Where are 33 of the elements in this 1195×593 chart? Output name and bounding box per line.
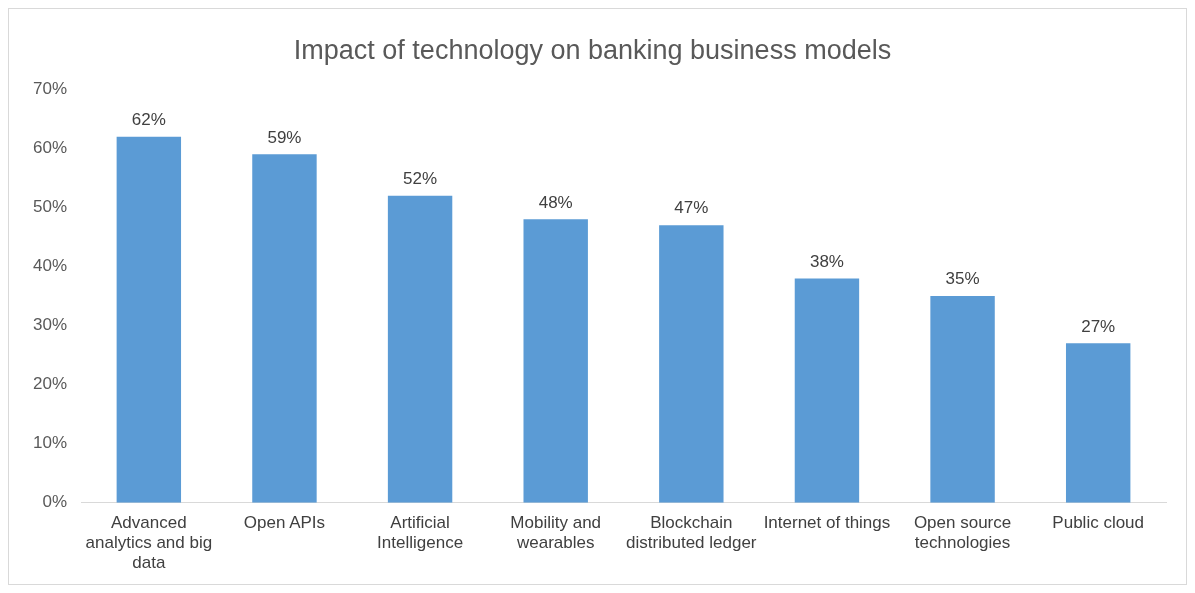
y-tick-label: 0% [42, 492, 68, 512]
y-tick-label: 40% [32, 256, 68, 276]
bar [523, 219, 588, 503]
data-label: 27% [1081, 316, 1116, 336]
x-tick-label: Artificial Intelligence [377, 512, 464, 553]
y-tick-label: 70% [32, 79, 68, 99]
data-label: 48% [538, 192, 573, 212]
y-tick-label: 20% [32, 374, 68, 394]
bar [387, 195, 453, 503]
x-tick-label: Open source technologies [913, 512, 1012, 553]
bar [252, 154, 317, 503]
y-tick-label: 60% [32, 138, 68, 158]
chart-title: Impact of technology on banking business models [293, 34, 892, 65]
bar [794, 278, 860, 503]
y-tick-label: 30% [32, 315, 68, 335]
x-tick-label: Internet of things [763, 512, 891, 532]
data-label: 38% [809, 251, 844, 271]
x-tick-label: Public cloud [1052, 512, 1145, 532]
bar [116, 136, 182, 503]
data-label: 62% [131, 109, 166, 129]
bar [930, 296, 995, 503]
data-label: 35% [945, 269, 980, 289]
x-tick-label: Blockchain distributed ledger [626, 512, 757, 553]
data-label: 47% [674, 198, 709, 218]
data-label: 59% [267, 127, 302, 147]
y-tick-label: 10% [32, 433, 68, 453]
x-tick-label: Advanced analytics and big data [85, 512, 213, 573]
y-tick-label: 50% [32, 197, 68, 217]
x-tick-label: Mobility and wearables [510, 512, 602, 553]
data-label: 52% [403, 168, 438, 188]
bar [1065, 343, 1131, 503]
bar [659, 225, 724, 503]
x-tick-label: Open APIs [243, 512, 326, 532]
